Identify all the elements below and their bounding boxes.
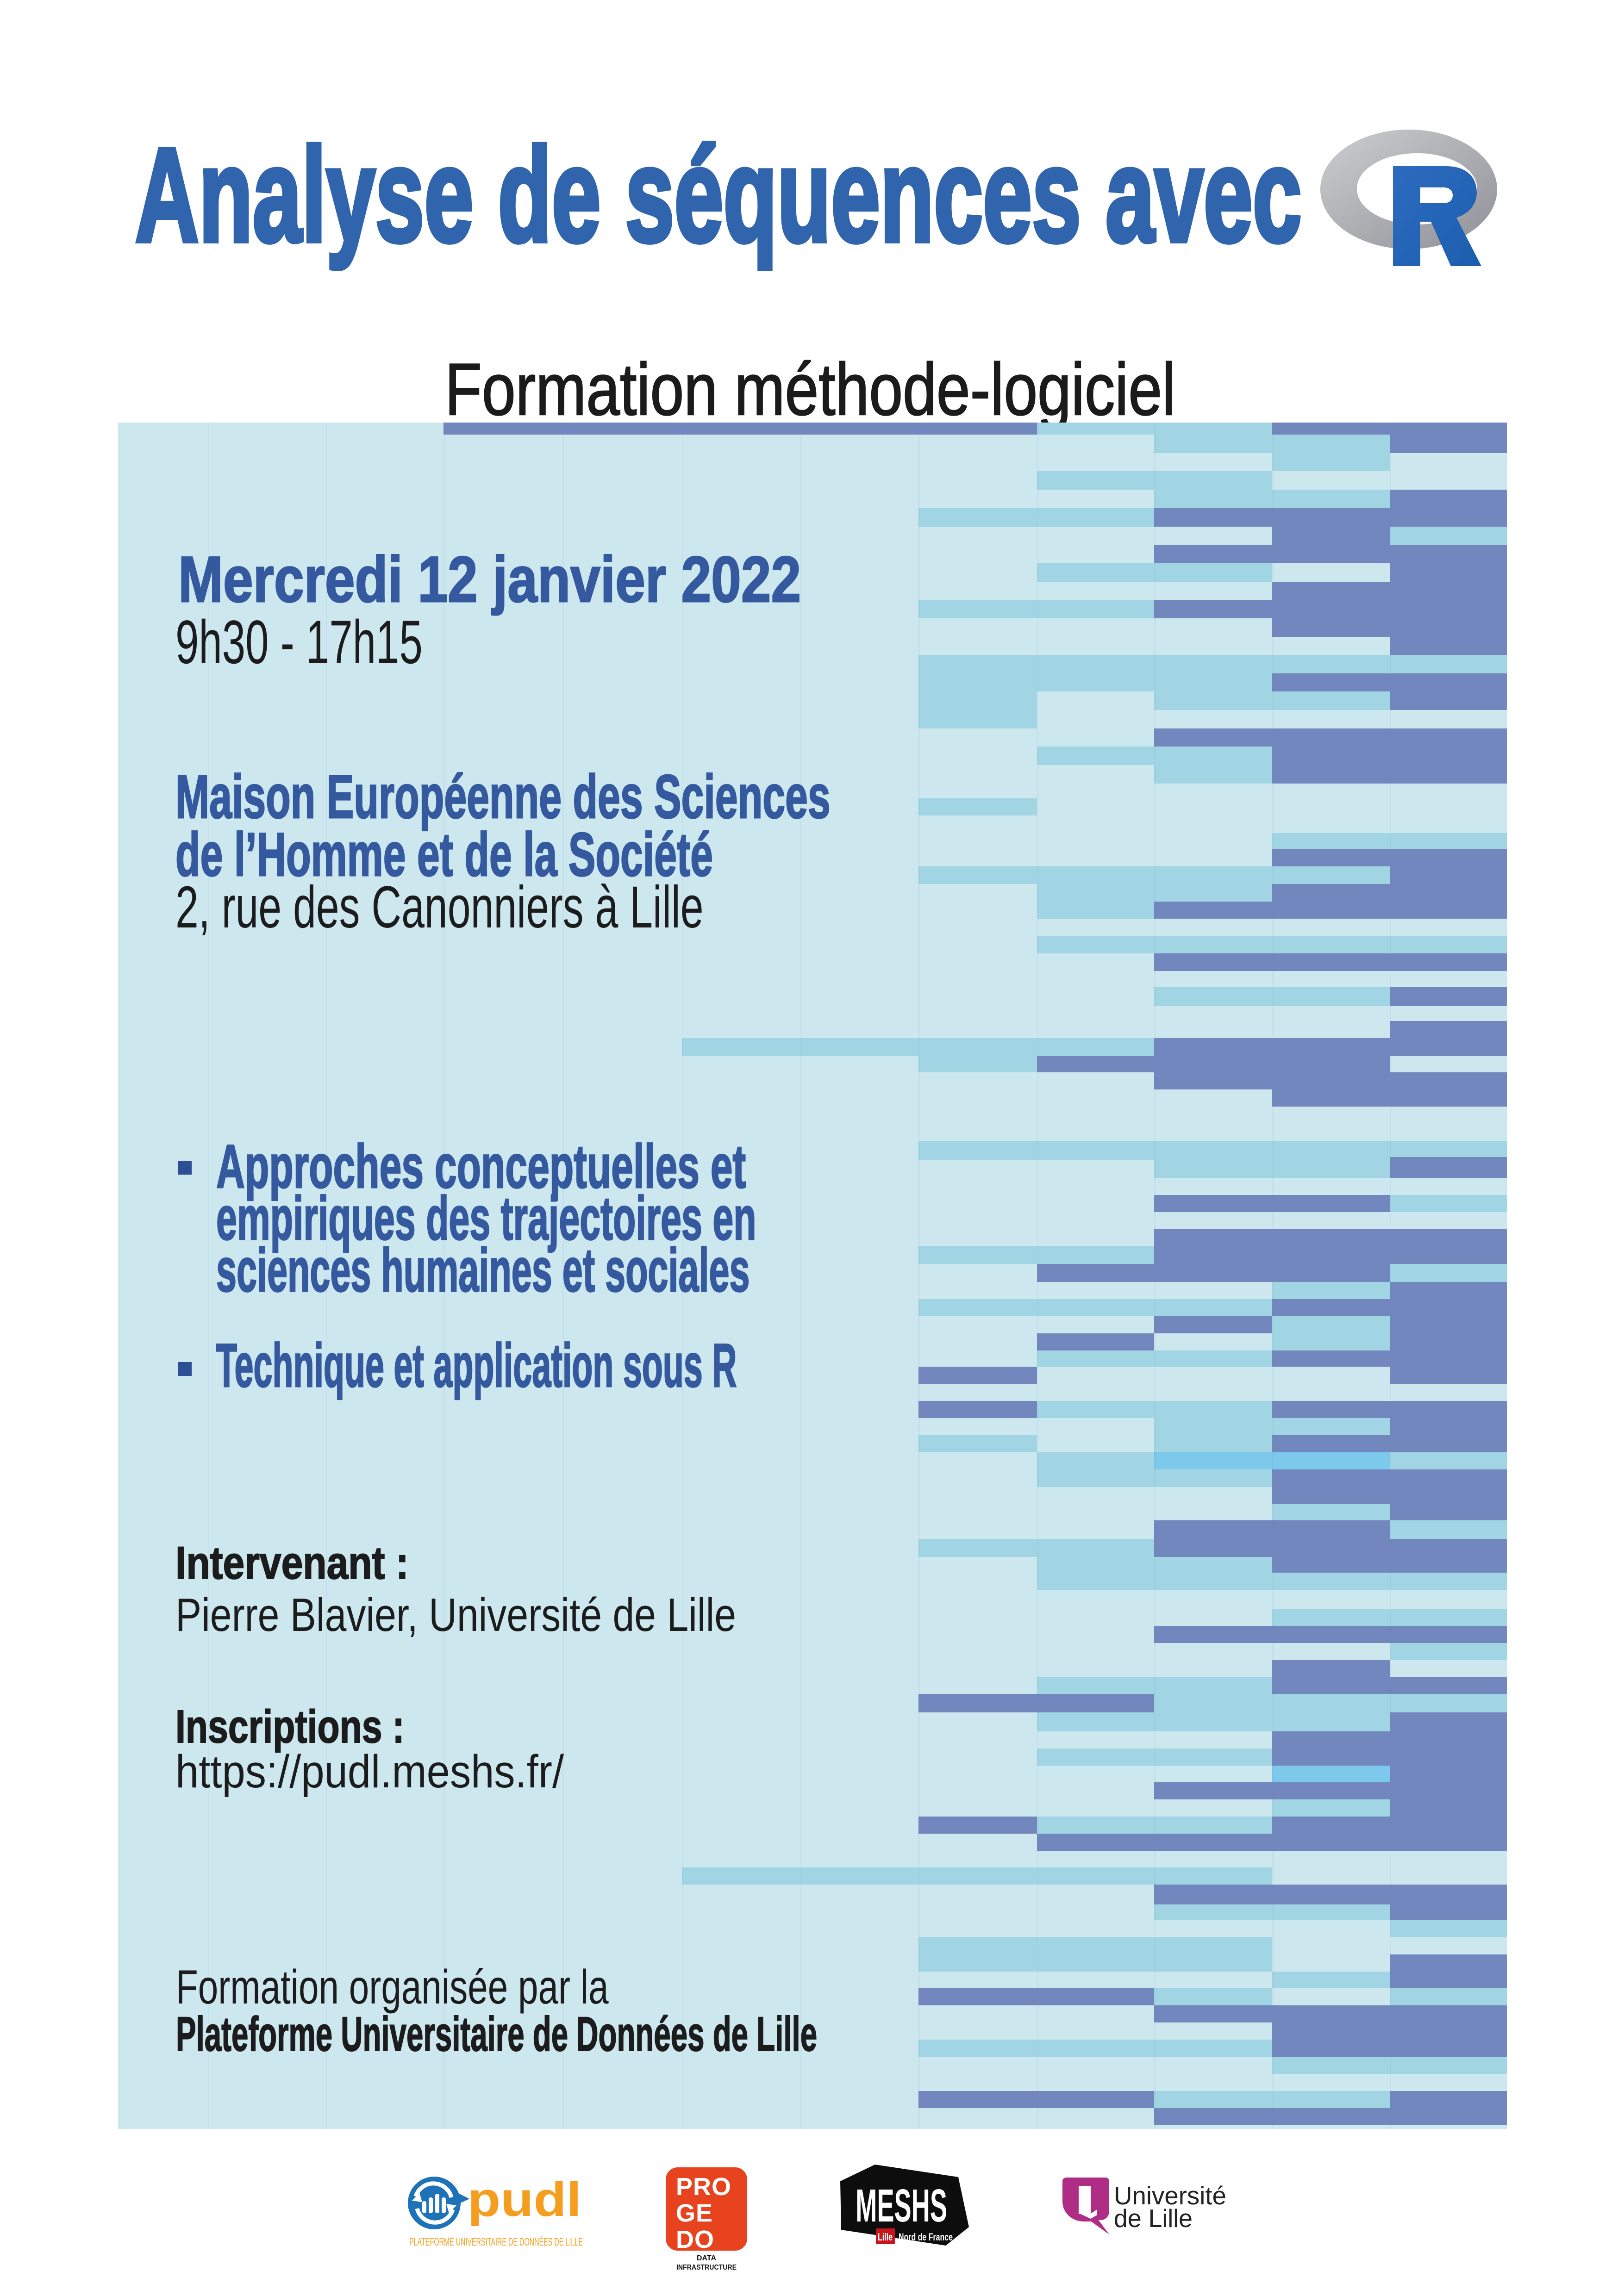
- svg-text:MESHS: MESHS: [856, 2180, 947, 2232]
- svg-text:pudl: pudl: [468, 2172, 581, 2227]
- svg-text:GE: GE: [676, 2199, 713, 2227]
- svg-text:Université: Université: [1114, 2181, 1226, 2210]
- svg-text:PRO: PRO: [676, 2173, 731, 2201]
- svg-text:DO: DO: [676, 2226, 714, 2253]
- svg-text:DATA: DATA: [697, 2254, 717, 2262]
- svg-text:Nord de France: Nord de France: [899, 2231, 953, 2243]
- svg-text:de Lille: de Lille: [1114, 2204, 1193, 2233]
- svg-text:Lille: Lille: [878, 2231, 893, 2243]
- svg-text:PLATEFORME UNIVERSITAIRE DE DO: PLATEFORME UNIVERSITAIRE DE DONNÉES DE L…: [409, 2236, 583, 2248]
- svg-text:INFRASTRUCTURE: INFRASTRUCTURE: [676, 2264, 737, 2271]
